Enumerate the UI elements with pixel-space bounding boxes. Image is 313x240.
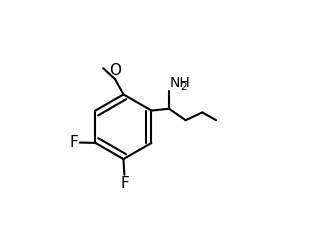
Text: NH: NH: [170, 76, 191, 90]
Text: O: O: [109, 63, 121, 78]
Text: F: F: [69, 135, 78, 150]
Text: 2: 2: [181, 82, 187, 92]
Text: F: F: [120, 176, 129, 191]
